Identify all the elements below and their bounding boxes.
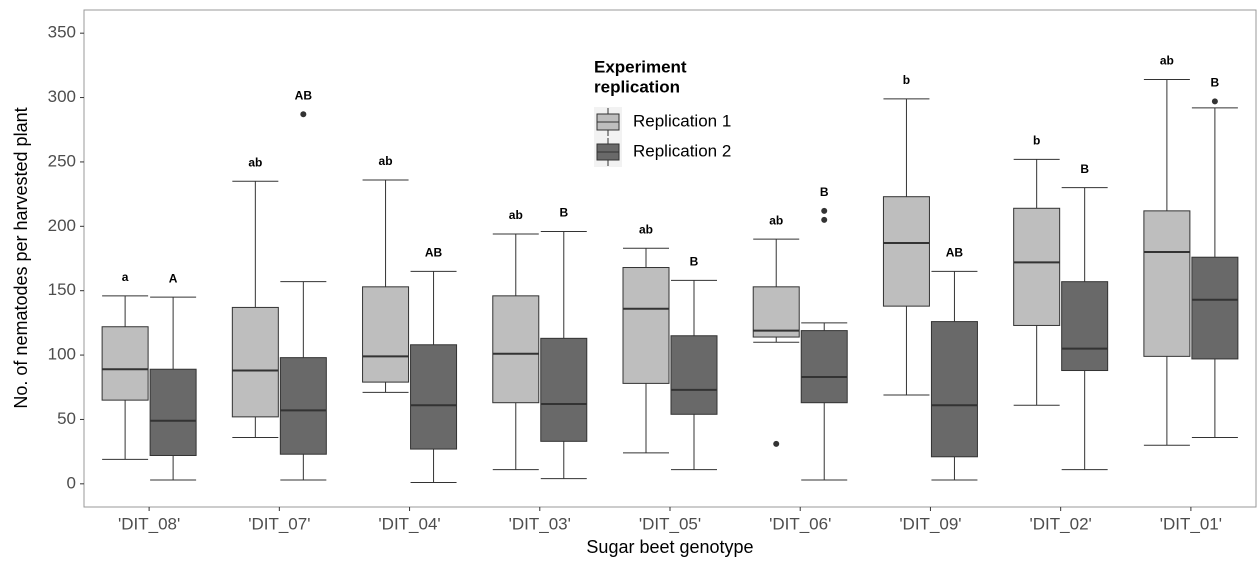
y-tick-label: 250 <box>48 151 76 170</box>
legend-label: Replication 2 <box>633 141 731 160</box>
x-tick-label: 'DIT_09' <box>899 514 961 533</box>
box <box>1191 256 1239 360</box>
box <box>1061 281 1109 372</box>
group-letter: ab <box>639 222 653 236</box>
y-tick-label: 0 <box>67 473 76 492</box>
y-axis-label: No. of nematodes per harvested plant <box>11 107 31 408</box>
x-axis-label: Sugar beet genotype <box>586 537 753 557</box>
x-tick-label: 'DIT_08' <box>118 514 180 533</box>
panel <box>83 9 1257 508</box>
box <box>1013 207 1061 326</box>
group-letter: B <box>1080 162 1089 176</box>
group-letter: a <box>122 270 129 284</box>
box <box>149 368 197 456</box>
group-letter: b <box>1033 134 1040 148</box>
y-tick-label: 200 <box>48 216 76 235</box>
box <box>540 337 588 442</box>
box <box>800 330 848 404</box>
outlier <box>821 216 828 223</box>
box <box>231 306 279 418</box>
y-tick-label: 100 <box>48 345 76 364</box>
legend-title: replication <box>594 77 680 96</box>
x-tick-label: 'DIT_05' <box>639 514 701 533</box>
box <box>410 344 458 450</box>
box <box>752 286 800 338</box>
group-letter: ab <box>379 154 393 168</box>
outlier <box>1211 98 1218 105</box>
box <box>670 335 718 415</box>
x-tick-label: 'DIT_03' <box>509 514 571 533</box>
group-letter: B <box>559 206 568 220</box>
y-tick-label: 50 <box>57 409 76 428</box>
box <box>622 267 670 384</box>
legend-title: Experiment <box>594 57 687 76</box>
group-letter: A <box>169 271 178 285</box>
y-tick-label: 350 <box>48 23 76 42</box>
box <box>492 295 540 404</box>
outlier <box>821 207 828 214</box>
group-letter: B <box>820 185 829 199</box>
group-letter: AB <box>425 246 443 260</box>
y-tick-label: 300 <box>48 87 76 106</box>
box <box>930 321 978 458</box>
group-letter: B <box>690 255 699 269</box>
y-tick-label: 150 <box>48 280 76 299</box>
group-letter: B <box>1211 76 1220 90</box>
x-tick-label: 'DIT_07' <box>248 514 310 533</box>
x-tick-label: 'DIT_04' <box>378 514 440 533</box>
x-tick-label: 'DIT_01' <box>1160 514 1222 533</box>
group-letter: AB <box>946 246 964 260</box>
group-letter: AB <box>295 88 313 102</box>
legend-label: Replication 1 <box>633 111 731 130</box>
box <box>882 196 930 307</box>
group-letter: ab <box>509 208 523 222</box>
x-tick-label: 'DIT_02' <box>1030 514 1092 533</box>
x-tick-label: 'DIT_06' <box>769 514 831 533</box>
outlier <box>300 111 307 118</box>
group-letter: b <box>903 73 910 87</box>
group-letter: ab <box>1160 54 1174 68</box>
group-letter: ab <box>248 155 262 169</box>
box <box>279 357 327 455</box>
box <box>362 286 410 383</box>
outlier <box>773 440 780 447</box>
group-letter: ab <box>769 213 783 227</box>
box <box>101 326 149 401</box>
box <box>1143 210 1191 357</box>
